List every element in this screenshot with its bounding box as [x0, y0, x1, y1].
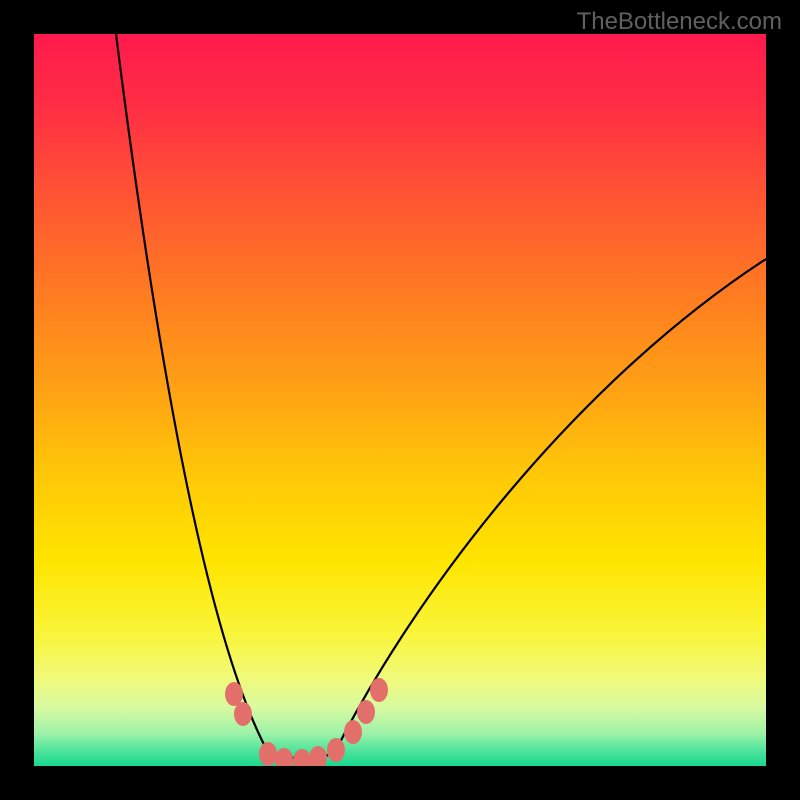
curve-marker: [234, 702, 252, 726]
curve-marker: [259, 742, 277, 766]
curve-marker: [327, 738, 345, 762]
gradient-background: [34, 34, 766, 766]
chart-frame: TheBottleneck.com: [0, 0, 800, 800]
curve-marker: [370, 678, 388, 702]
plot-area: [34, 34, 766, 766]
curve-marker: [225, 682, 243, 706]
curve-marker: [344, 720, 362, 744]
watermark-text: TheBottleneck.com: [577, 8, 782, 36]
curve-marker: [357, 700, 375, 724]
